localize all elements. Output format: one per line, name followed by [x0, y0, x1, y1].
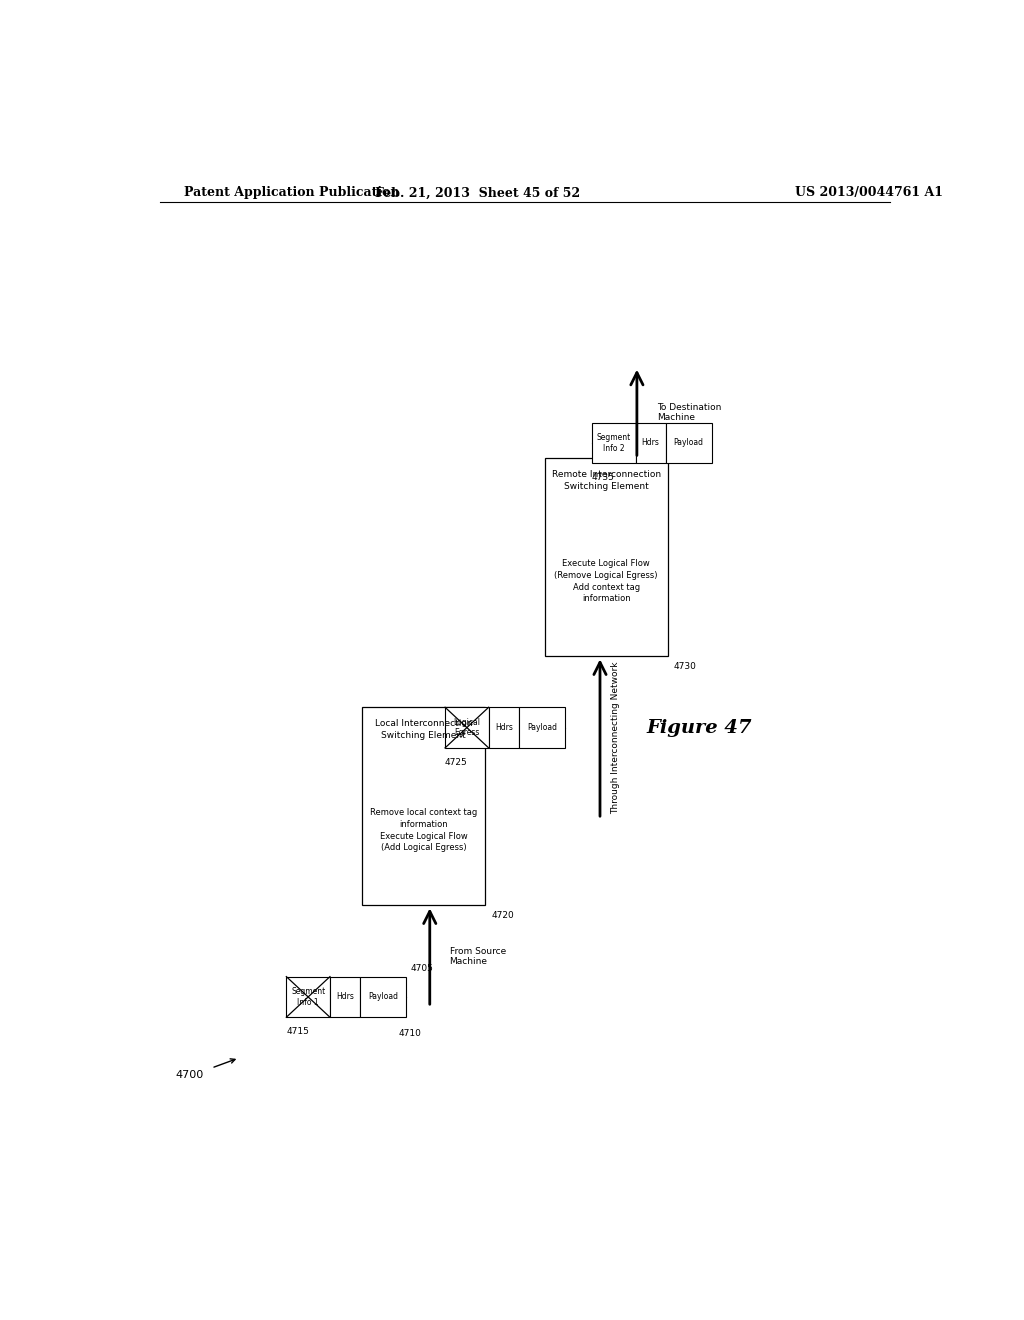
- Text: Patent Application Publication: Patent Application Publication: [183, 186, 399, 199]
- Text: Logical
Egress: Logical Egress: [454, 718, 480, 738]
- Text: 4715: 4715: [287, 1027, 309, 1036]
- Text: Local Interconnection
Switching Element: Local Interconnection Switching Element: [375, 719, 472, 741]
- Text: Segment
Info 2: Segment Info 2: [597, 433, 631, 453]
- Bar: [636, 422, 666, 463]
- Bar: [360, 977, 407, 1018]
- Text: Remove local context tag
information
Execute Logical Flow
(Add Logical Egress): Remove local context tag information Exe…: [370, 808, 477, 853]
- Bar: [362, 708, 485, 906]
- Text: 4720: 4720: [492, 911, 514, 920]
- Text: 4705: 4705: [411, 964, 433, 973]
- Text: Figure 47: Figure 47: [646, 718, 753, 737]
- Text: Payload: Payload: [527, 723, 557, 733]
- Text: Hdrs: Hdrs: [495, 723, 513, 733]
- Text: Execute Logical Flow
(Remove Logical Egress)
Add context tag
information: Execute Logical Flow (Remove Logical Egr…: [554, 558, 657, 603]
- Text: 4700: 4700: [175, 1071, 204, 1080]
- Text: Payload: Payload: [369, 993, 398, 1002]
- Text: Hdrs: Hdrs: [336, 993, 354, 1002]
- Text: 4725: 4725: [445, 758, 468, 767]
- Bar: [488, 708, 519, 748]
- Text: From Source
Machine: From Source Machine: [450, 946, 506, 966]
- Text: Payload: Payload: [674, 438, 703, 447]
- Bar: [545, 458, 668, 656]
- Bar: [592, 422, 636, 463]
- Bar: [287, 977, 330, 1018]
- Bar: [445, 708, 488, 748]
- Text: 4730: 4730: [674, 661, 697, 671]
- Bar: [330, 977, 360, 1018]
- Bar: [519, 708, 565, 748]
- Text: Through Interconnecting Network: Through Interconnecting Network: [611, 661, 621, 814]
- Text: US 2013/0044761 A1: US 2013/0044761 A1: [795, 186, 943, 199]
- Text: Remote Interconnection
Switching Element: Remote Interconnection Switching Element: [552, 470, 660, 491]
- Text: To Destination
Machine: To Destination Machine: [656, 403, 721, 422]
- Bar: [666, 422, 712, 463]
- Text: 4735: 4735: [592, 474, 614, 483]
- Text: Segment
Info 1: Segment Info 1: [291, 987, 326, 1007]
- Text: Hdrs: Hdrs: [642, 438, 659, 447]
- Text: Feb. 21, 2013  Sheet 45 of 52: Feb. 21, 2013 Sheet 45 of 52: [375, 186, 580, 199]
- Text: 4710: 4710: [398, 1030, 421, 1039]
